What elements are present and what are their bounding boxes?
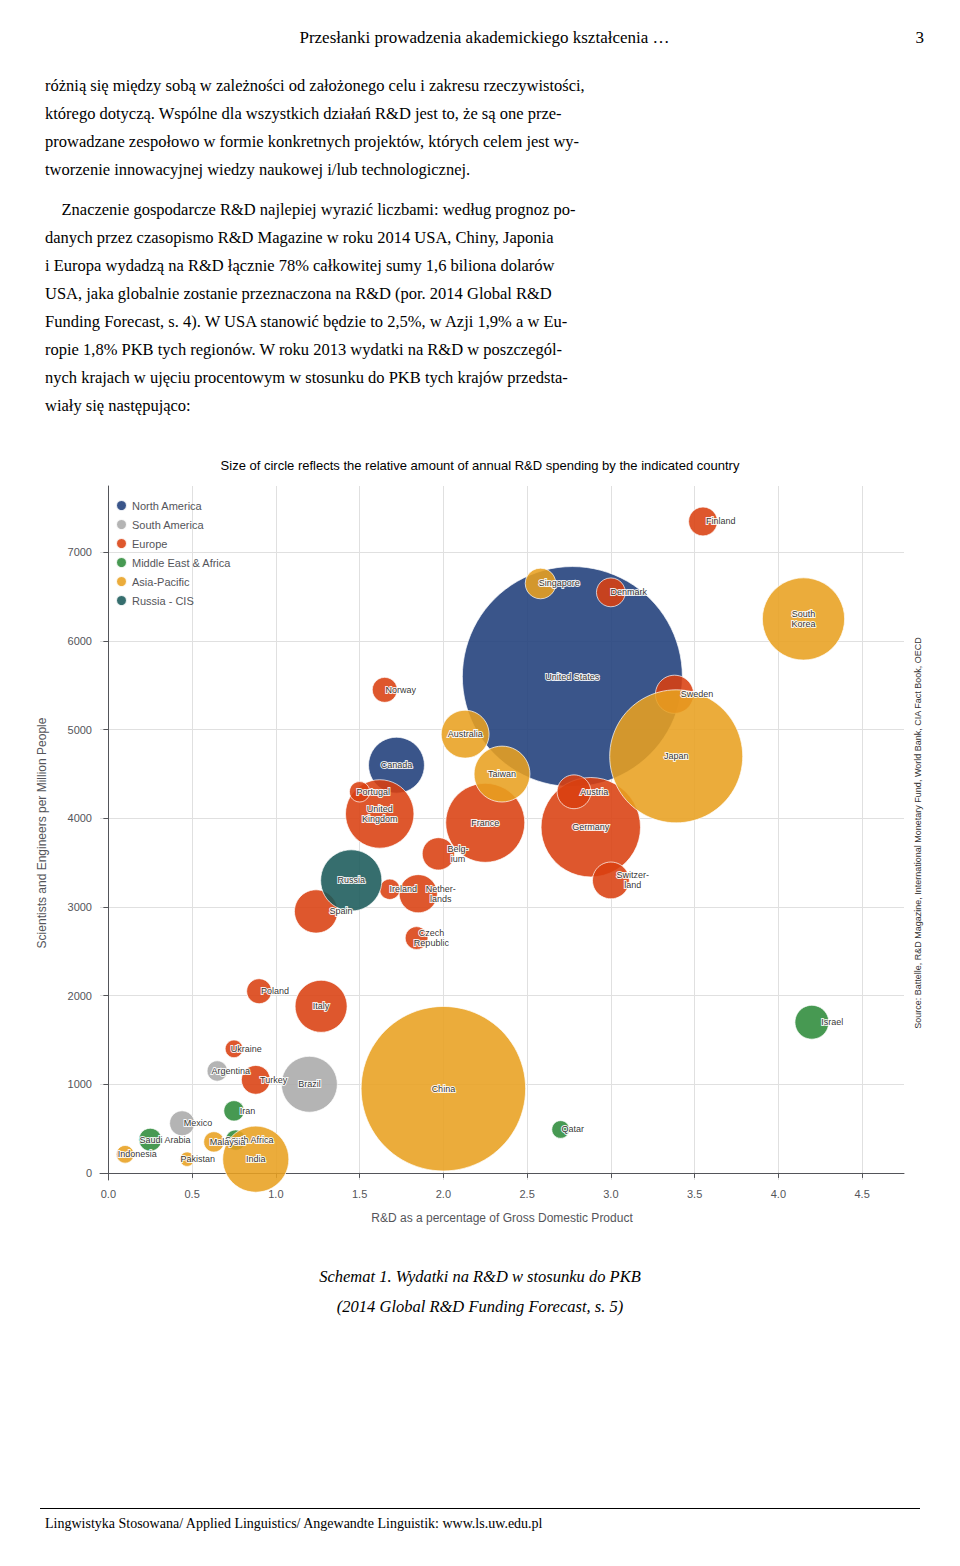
- svg-text:Ukraine: Ukraine: [231, 1044, 262, 1054]
- svg-text:Australia: Australia: [448, 729, 483, 739]
- svg-text:Qatar: Qatar: [562, 1124, 585, 1134]
- svg-text:lands: lands: [430, 894, 452, 904]
- svg-text:Austria: Austria: [580, 787, 608, 797]
- svg-text:Scientists and Engineers per M: Scientists and Engineers per Million Peo…: [35, 717, 49, 948]
- svg-text:China: China: [432, 1084, 456, 1094]
- svg-text:Sweden: Sweden: [681, 689, 714, 699]
- svg-text:Czech: Czech: [419, 928, 445, 938]
- svg-text:Italy: Italy: [313, 1001, 330, 1011]
- svg-text:2.0: 2.0: [436, 1188, 451, 1200]
- svg-text:7000: 7000: [68, 546, 92, 558]
- svg-text:France: France: [471, 818, 499, 828]
- svg-text:land: land: [624, 880, 641, 890]
- svg-text:South Africa: South Africa: [225, 1135, 274, 1146]
- html-text:i Europa wydadzą na R&D łączni: i Europa wydadzą na R&D łącznie 78% całk…: [45, 256, 555, 275]
- svg-text:4.0: 4.0: [771, 1188, 786, 1200]
- html-text:danych przez czasopismo R&D Ma: danych przez czasopismo R&D Magazine w r…: [45, 228, 554, 247]
- svg-text:4.5: 4.5: [854, 1188, 869, 1200]
- svg-text:Republic: Republic: [414, 938, 450, 948]
- svg-text:United: United: [367, 804, 393, 814]
- svg-text:1.0: 1.0: [268, 1188, 283, 1200]
- svg-text:Nether-: Nether-: [426, 884, 456, 894]
- html-text:tworzenie innowacyjnej wiedzy: tworzenie innowacyjnej wiedzy naukowej i…: [45, 160, 471, 179]
- html-text:Funding Forecast, s. 4). W USA: Funding Forecast, s. 4). W USA stanowić …: [45, 312, 568, 331]
- svg-text:Russia: Russia: [337, 875, 365, 885]
- svg-text:4000: 4000: [68, 812, 92, 824]
- html-text:3: 3: [915, 28, 924, 47]
- svg-text:6000: 6000: [68, 635, 92, 647]
- svg-text:Ireland: Ireland: [390, 884, 418, 894]
- svg-text:0.5: 0.5: [184, 1188, 199, 1200]
- svg-text:0.0: 0.0: [101, 1188, 116, 1200]
- svg-text:R&D as a percentage of Gross D: R&D as a percentage of Gross Domestic Pr…: [371, 1211, 633, 1225]
- html-text:(2014 Global R&D Funding Forec: (2014 Global R&D Funding Forecast, s. 5): [336, 1297, 624, 1316]
- svg-text:Turkey: Turkey: [260, 1075, 288, 1085]
- svg-text:Belg-: Belg-: [447, 844, 468, 854]
- html-text:nych krajach w ujęciu procento: nych krajach w ujęciu procentowym w stos…: [45, 368, 568, 387]
- svg-text:Brazil: Brazil: [298, 1079, 321, 1089]
- svg-text:Taiwan: Taiwan: [488, 769, 516, 779]
- html-text:którego dotyczą. Wspólne dla w: którego dotyczą. Wspólne dla wszystkich …: [45, 104, 562, 123]
- svg-text:Canada: Canada: [381, 760, 413, 770]
- svg-text:Russia - CIS: Russia - CIS: [132, 595, 194, 607]
- html-text:ropie 1,8% PKB tych regionów.: ropie 1,8% PKB tych regionów. W roku 201…: [45, 340, 563, 359]
- svg-text:Source: Battelle, R&D Magazine: Source: Battelle, R&D Magazine, Internat…: [913, 637, 923, 1029]
- svg-text:Saudi Arabia: Saudi Arabia: [140, 1135, 191, 1145]
- html-text:różnią się między sobą w zależ: różnią się między sobą w zależności od z…: [45, 76, 585, 95]
- html-text:prowadzane zespołowo w formie: prowadzane zespołowo w formie konkretnyc…: [45, 132, 580, 151]
- svg-text:Size of circle reflects the re: Size of circle reflects the relative amo…: [221, 458, 740, 473]
- svg-text:Denmark: Denmark: [610, 587, 647, 597]
- svg-text:0: 0: [86, 1167, 92, 1179]
- svg-text:1000: 1000: [68, 1078, 92, 1090]
- svg-text:Argentina: Argentina: [212, 1066, 251, 1076]
- svg-text:5000: 5000: [68, 724, 92, 736]
- svg-text:3000: 3000: [68, 901, 92, 913]
- svg-text:1.5: 1.5: [352, 1188, 367, 1200]
- svg-text:Norway: Norway: [385, 685, 416, 695]
- svg-text:Indonesia: Indonesia: [118, 1149, 157, 1159]
- svg-text:Mexico: Mexico: [184, 1118, 213, 1128]
- svg-text:2000: 2000: [68, 990, 92, 1002]
- html-text:USA, jaka globalnie zostanie p: USA, jaka globalnie zostanie przeznaczon…: [45, 284, 552, 303]
- svg-text:3.5: 3.5: [687, 1188, 702, 1200]
- html-text:Znaczenie gospodarcze R&D najl: Znaczenie gospodarcze R&D najlepiej wyra…: [45, 200, 576, 219]
- svg-text:Spain: Spain: [330, 906, 353, 916]
- svg-text:United States: United States: [545, 672, 600, 682]
- svg-text:2.5: 2.5: [519, 1188, 534, 1200]
- svg-text:Japan: Japan: [664, 751, 689, 761]
- svg-text:South: South: [792, 609, 816, 619]
- svg-text:Kingdom: Kingdom: [362, 814, 398, 824]
- html-text:wiały się następująco:: wiały się następująco:: [45, 396, 191, 415]
- html-text:Lingwistyka Stosowana/ Applied: Lingwistyka Stosowana/ Applied Linguisti…: [45, 1516, 543, 1531]
- svg-text:Portugal: Portugal: [356, 787, 390, 797]
- svg-text:Finland: Finland: [706, 516, 736, 526]
- svg-text:Israel: Israel: [821, 1017, 843, 1027]
- svg-text:Middle East & Africa: Middle East & Africa: [132, 557, 231, 569]
- svg-text:Pakistan: Pakistan: [180, 1154, 215, 1164]
- svg-text:Germany: Germany: [572, 822, 610, 832]
- svg-text:3.0: 3.0: [603, 1188, 618, 1200]
- svg-text:Europe: Europe: [132, 538, 167, 550]
- svg-text:North America: North America: [132, 500, 203, 512]
- svg-text:Malaysia: Malaysia: [210, 1137, 246, 1147]
- svg-text:Asia-Pacific: Asia-Pacific: [132, 576, 190, 588]
- svg-text:South America: South America: [132, 519, 204, 531]
- svg-text:Korea: Korea: [791, 619, 815, 629]
- html-text:Przesłanki prowadzenia akademi: Przesłanki prowadzenia akademickiego ksz…: [299, 28, 670, 47]
- svg-text:ium: ium: [451, 854, 466, 864]
- svg-text:Poland: Poland: [261, 986, 289, 996]
- svg-text:Switzer-: Switzer-: [616, 870, 649, 880]
- svg-text:India: India: [246, 1154, 266, 1164]
- svg-text:Iran: Iran: [240, 1106, 256, 1116]
- html-text:Schemat 1. Wydatki na R&D w st: Schemat 1. Wydatki na R&D w stosunku do …: [319, 1267, 641, 1286]
- svg-text:Singapore: Singapore: [539, 578, 580, 588]
